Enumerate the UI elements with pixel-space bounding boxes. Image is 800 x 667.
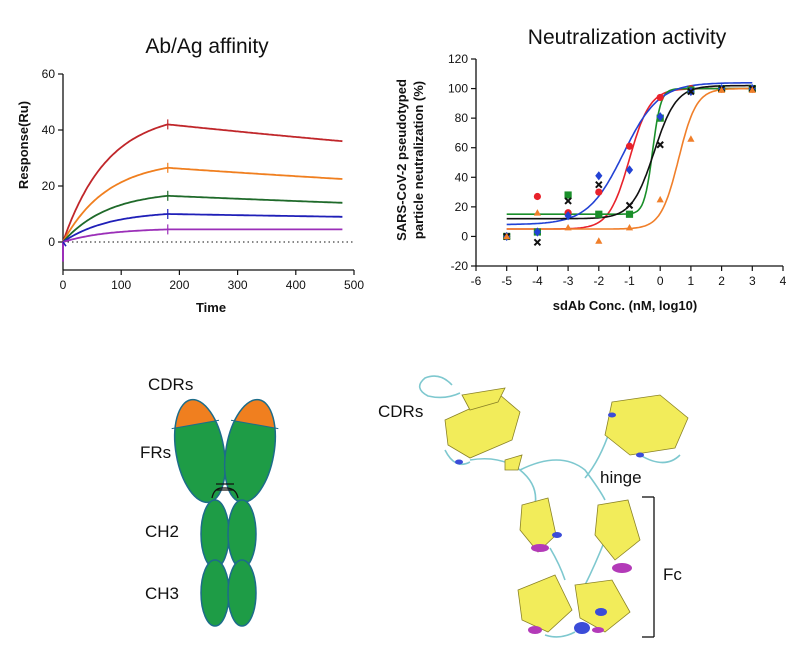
- helices: [455, 412, 644, 634]
- affinity-series-5: [62, 228, 343, 243]
- affinity-series-2: [62, 166, 343, 243]
- neutralization-point-triangle: [656, 195, 664, 203]
- affinity-series-1: [62, 123, 343, 243]
- neutralization-point-diamond: [564, 211, 572, 221]
- neutralization-fit-2: [506, 87, 753, 215]
- protein-structure: CDRs hinge Fc: [378, 375, 689, 638]
- cdrs-label: CDRs: [148, 375, 193, 394]
- neutralization-point-triangle: [564, 223, 572, 231]
- neutralization-y-tick-label: 120: [448, 52, 468, 66]
- affinity-y-tick-label: 20: [42, 179, 56, 193]
- neutralization-x-tick-label: 0: [657, 274, 664, 288]
- neutralization-x-tick-label: 2: [718, 274, 725, 288]
- neutralization-y-tick-label: 40: [455, 170, 469, 184]
- neutralization-y-axis-label-line1: SARS-CoV-2 pseudotyped: [394, 79, 409, 241]
- fc-bracket: [642, 496, 655, 638]
- neutralization-point-square: [564, 191, 572, 199]
- neutralization-point-cross: [687, 87, 695, 96]
- neutralization-x-tick-label: 3: [749, 274, 756, 288]
- neutralization-point-circle: [533, 192, 542, 201]
- structure-cdrs-label: CDRs: [378, 402, 423, 421]
- neutralization-point-triangle: [595, 237, 603, 244]
- ch2-domain-left: [200, 499, 230, 569]
- antibody-schematic: CDRs FRs CH2 CH3: [140, 375, 283, 627]
- affinity-y-axis-label: Response(Ru): [16, 101, 31, 189]
- ch3-domain-right: [227, 559, 257, 627]
- neutralization-point-circle: [656, 93, 664, 102]
- neutralization-point-triangle: [687, 135, 695, 142]
- affinity-x-tick-label: 500: [344, 278, 364, 292]
- neutralization-point-triangle: [503, 232, 511, 240]
- affinity-chart-title: Ab/Ag affinity: [145, 35, 269, 58]
- affinity-y-tick-label: 40: [42, 123, 56, 137]
- neutralization-x-tick-label: -4: [532, 274, 543, 288]
- ch3-label: CH3: [145, 584, 179, 603]
- affinity-x-axis-label: Time: [196, 300, 226, 315]
- affinity-curves: [62, 119, 343, 262]
- neutralization-point-triangle: [625, 223, 634, 231]
- hinge-label: hinge: [600, 468, 642, 487]
- neutralization-point-square: [595, 210, 603, 218]
- neutralization-point-cross: [533, 238, 542, 247]
- ch2-domain-right: [227, 499, 257, 569]
- neutralization-fit-1: [506, 87, 753, 230]
- neutralization-point-cross: [564, 197, 572, 205]
- affinity-chart: Ab/Ag affinity Time Response(Ru) 0 20 40 60…: [16, 35, 364, 315]
- affinity-x-tick-label: 0: [60, 278, 67, 292]
- affinity-x-tick-label: 200: [169, 278, 189, 292]
- neutralization-x-tick-label: -5: [501, 274, 512, 288]
- neutralization-fit-4: [506, 84, 753, 220]
- neutralization-point-triangle: [718, 86, 726, 93]
- neutralization-point-diamond: [656, 112, 664, 122]
- neutralization-y-tick-label: 100: [448, 82, 468, 96]
- neutralization-point-circle: [595, 188, 603, 196]
- affinity-series-3: [62, 194, 343, 243]
- ch2-label: CH2: [145, 522, 179, 541]
- neutralization-x-tick-label: -1: [624, 274, 635, 288]
- frs-label: FRs: [140, 443, 171, 462]
- neutralization-points: [502, 83, 757, 247]
- affinity-series-4: [62, 213, 343, 243]
- affinity-x-tick-label: 100: [111, 278, 131, 292]
- neutralization-axes: -20 0 20 40 60 80 100 120 -6 -5 -4 -3 -2 -1 0 1 2 3 4: [448, 52, 787, 288]
- neutralization-x-tick-label: -2: [593, 274, 604, 288]
- neutralization-y-tick-label: 20: [455, 200, 469, 214]
- neutralization-y-tick-label: 60: [455, 141, 469, 155]
- affinity-x-tick-label: 400: [286, 278, 306, 292]
- affinity-y-tick-label: 60: [42, 67, 56, 81]
- affinity-axes: 0 20 40 60 0 100 200 300 400 500: [42, 67, 365, 292]
- fc-label: Fc: [663, 565, 682, 584]
- neutralization-x-tick-label: -3: [563, 274, 574, 288]
- affinity-x-tick-label: 300: [228, 278, 248, 292]
- neutralization-point-cross: [625, 201, 634, 210]
- beta-sheets: [444, 387, 689, 633]
- neutralization-point-diamond: [625, 165, 634, 175]
- neutralization-chart: Neutralization activity sdAb Conc. (nM, …: [394, 26, 787, 313]
- neutralization-x-axis-label: sdAb Conc. (nM, log10): [553, 298, 697, 313]
- affinity-y-tick-label: 0: [48, 235, 55, 249]
- neutralization-y-tick-label: 80: [455, 111, 469, 125]
- neutralization-x-tick-label: 4: [780, 274, 787, 288]
- neutralization-point-triangle: [748, 86, 756, 93]
- neutralization-point-cross: [656, 141, 664, 149]
- neutralization-point-cross: [595, 180, 603, 189]
- neutralization-point-square: [625, 210, 634, 218]
- neutralization-point-triangle: [533, 209, 541, 216]
- ch3-domain-left: [200, 559, 230, 627]
- neutralization-curves: [506, 82, 753, 230]
- neutralization-y-tick-label: -20: [451, 259, 469, 273]
- neutralization-point-circle: [625, 142, 634, 150]
- neutralization-y-tick-label: 0: [461, 229, 468, 243]
- neutralization-chart-title: Neutralization activity: [528, 26, 727, 49]
- neutralization-x-tick-label: 1: [688, 274, 695, 288]
- neutralization-y-axis-label-line2: particle neutralization (%): [411, 81, 426, 239]
- neutralization-point-diamond: [595, 171, 603, 181]
- neutralization-point-diamond: [533, 227, 541, 237]
- neutralization-fit-3: [506, 82, 753, 226]
- neutralization-x-tick-label: -6: [471, 274, 482, 288]
- hinge-line: [211, 487, 239, 499]
